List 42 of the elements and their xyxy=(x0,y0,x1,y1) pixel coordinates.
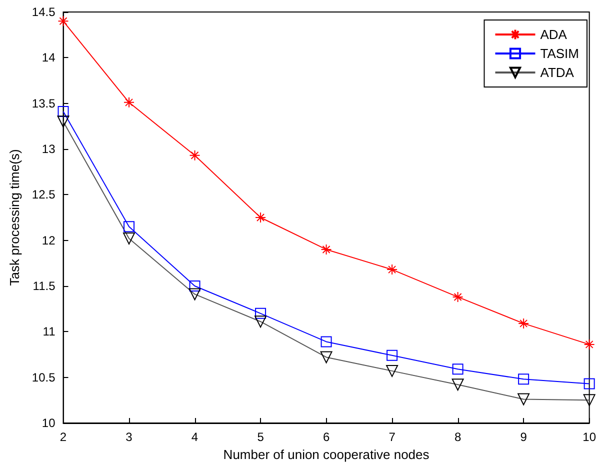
y-tick-label: 11.5 xyxy=(32,279,56,293)
y-tick-label: 10 xyxy=(42,416,56,430)
y-tick-label: 11 xyxy=(42,324,56,339)
point xyxy=(255,212,266,223)
x-tick-label: 4 xyxy=(191,430,198,444)
y-tick-label: 12 xyxy=(42,233,56,248)
point xyxy=(255,308,266,319)
point xyxy=(452,364,464,375)
point xyxy=(386,264,398,276)
point xyxy=(58,106,69,118)
x-tick-label: 6 xyxy=(322,430,330,444)
y-tick-label: 14 xyxy=(42,50,56,65)
x-tick-label: 10 xyxy=(582,430,596,444)
point xyxy=(584,338,595,350)
point xyxy=(124,221,135,232)
point xyxy=(320,336,332,348)
y-tick-label: 14.5 xyxy=(32,5,56,19)
point xyxy=(386,350,398,361)
x-tick-label: 3 xyxy=(126,430,133,444)
point xyxy=(189,280,200,292)
x-tick-label: 9 xyxy=(520,430,528,444)
x-tick-label: 7 xyxy=(388,430,396,444)
point xyxy=(58,16,69,27)
point xyxy=(584,378,595,390)
y-tick-label: 13.5 xyxy=(32,96,56,110)
y-tick-label: 10.5 xyxy=(32,370,56,384)
point xyxy=(320,244,332,255)
y-tick-label: 13 xyxy=(42,142,56,156)
point xyxy=(189,150,200,161)
x-axis-title: Number of union cooperative nodes xyxy=(223,446,430,462)
legend-label: ADA xyxy=(540,27,568,42)
point xyxy=(124,96,135,108)
point xyxy=(518,318,530,329)
y-axis-title: Task processing time(s) xyxy=(7,149,22,286)
legend-label: TASIM xyxy=(540,46,580,61)
point xyxy=(518,374,530,385)
point xyxy=(452,291,464,302)
x-tick-label: 8 xyxy=(454,430,462,444)
x-tick-label: 2 xyxy=(60,430,67,444)
legend-label: ATDA xyxy=(540,65,574,80)
x-tick-label: 5 xyxy=(257,430,264,444)
y-tick-label: 12.5 xyxy=(32,188,56,202)
